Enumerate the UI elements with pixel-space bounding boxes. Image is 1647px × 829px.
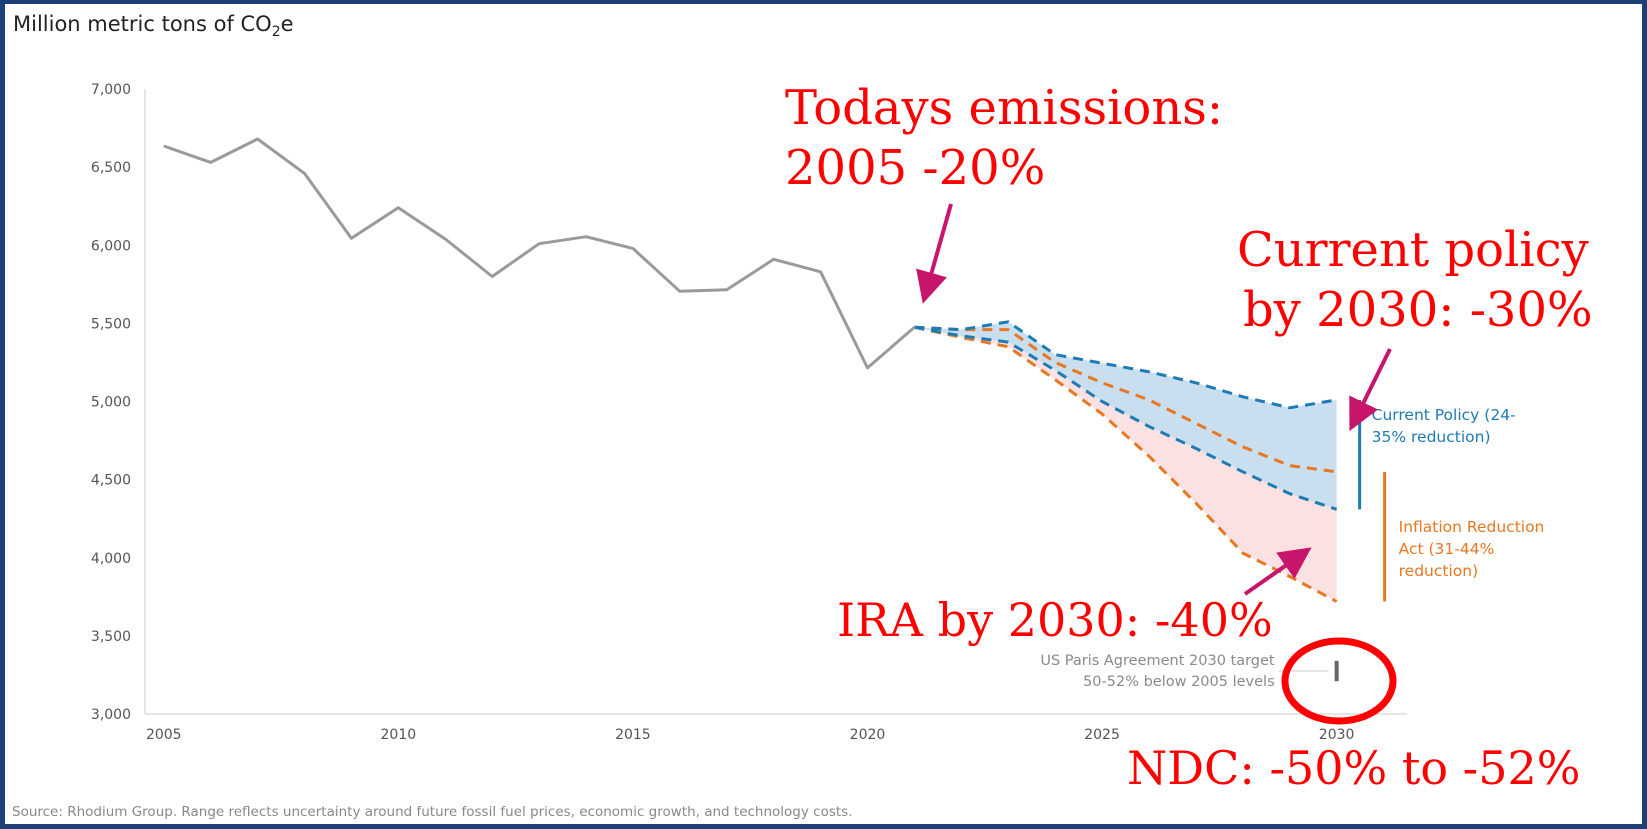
arrow-ira [1243,547,1312,596]
x-tick-label: 2005 [146,727,182,743]
side-legend: Current Policy (24- 35% reduction) Inflati… [1040,399,1545,690]
annotation-todays-line2: 2005 -20% [785,140,1045,196]
paris-target-label: US Paris Agreement 2030 target [1040,653,1275,669]
current-policy-upper-line [914,320,1337,410]
x-tick-label: 2025 [1084,727,1120,743]
ira-label: reduction) [1399,562,1479,580]
annotation-todays-line1: Todays emissions: [785,80,1223,136]
emissions-chart: 7,000 6,500 6,000 5,500 5,000 4,500 4,000 3,500… [91,80,1593,795]
current-policy-range-band [914,321,1337,510]
series-lines [163,137,1339,682]
x-tick-label: 2010 [381,727,417,743]
axes: 7,000 6,500 6,000 5,500 5,000 4,500 4,000 3,500… [91,82,1407,743]
annotation-current-line2: by 2030: -30% [1243,282,1593,338]
annotation-ira: IRA by 2030: -40% [837,593,1273,647]
y-tick-label: 4,000 [91,551,131,567]
ira-lower-line [914,325,1338,603]
current-policy-lower-line [914,325,1338,511]
ira-upper-line [914,325,1337,474]
ira-label: Act (31-44% [1399,540,1495,558]
annotation-current-line1: Current policy [1237,222,1589,278]
x-tick-label: 2020 [850,727,886,743]
chart-frame: Million metric tons of CO2e 7,000 6,500 6,… [5,4,1642,824]
x-tick-label: 2015 [615,727,651,743]
y-axis-title: Million metric tons of CO2e [13,12,294,41]
y-tick-label: 3,000 [91,707,131,723]
historical-emissions-line [163,137,916,370]
ndc-circle [1281,637,1397,725]
y-tick-label: 4,500 [91,473,131,489]
arrow-todays [916,203,953,304]
y-tick-label: 3,500 [91,629,131,645]
current-policy-label: Current Policy (24- [1372,406,1516,424]
paris-target-label: 50-52% below 2005 levels [1083,674,1275,690]
y-tick-label: 7,000 [91,82,131,98]
current-policy-label: 35% reduction) [1372,428,1491,446]
ira-label: Inflation Reduction [1399,518,1545,536]
y-tick-label: 5,500 [91,316,131,332]
x-tick-label: 2030 [1319,727,1355,743]
y-tick-label: 6,000 [91,238,131,254]
ira-range-band [914,327,1337,602]
arrow-current [1349,348,1392,432]
annotations: Todays emissions: 2005 -20% Current poli… [785,80,1593,795]
y-tick-label: 6,500 [91,160,131,176]
projection-bands [914,321,1337,602]
source-note: Source: Rhodium Group. Range reflects un… [12,804,853,820]
y-tick-label: 5,000 [91,395,131,411]
annotation-ndc: NDC: -50% to -52% [1127,741,1580,795]
